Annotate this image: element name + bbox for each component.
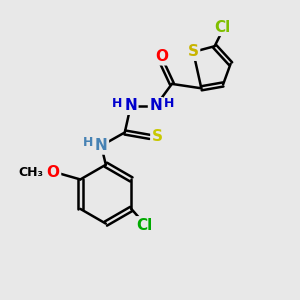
Text: S: S [188,44,199,59]
Text: O: O [155,49,168,64]
Text: N: N [95,138,108,153]
Text: O: O [47,165,60,180]
Text: Cl: Cl [136,218,153,232]
Text: H: H [164,97,174,110]
Text: CH₃: CH₃ [19,166,44,178]
Text: H: H [82,136,93,149]
Text: N: N [124,98,137,113]
Text: Cl: Cl [214,20,230,34]
Text: N: N [149,98,162,113]
Text: S: S [152,129,163,144]
Text: H: H [112,97,122,110]
